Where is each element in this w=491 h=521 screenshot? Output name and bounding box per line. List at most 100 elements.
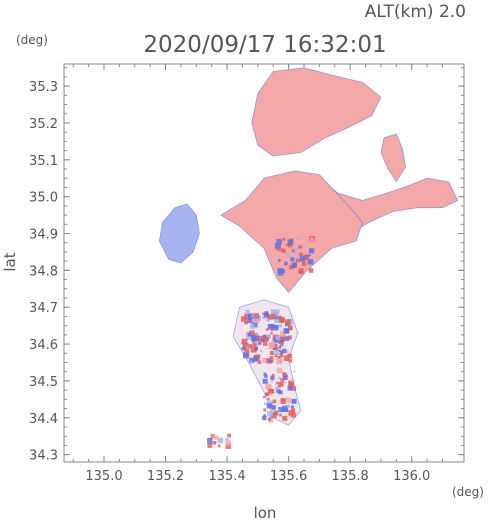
echo-speckle — [241, 346, 245, 351]
echo-speckle — [285, 374, 288, 377]
echo-speckle — [217, 437, 224, 444]
y-tick-label: 34.4 — [29, 412, 58, 427]
echo-speckle — [288, 410, 294, 416]
echo-speckle — [283, 355, 290, 362]
echo-speckle — [242, 342, 249, 349]
echo-speckle — [291, 405, 294, 409]
echo-speckle — [274, 354, 278, 358]
echo-speckle — [288, 249, 292, 253]
echo-speckle — [251, 338, 256, 343]
y-tick-label: 34.6 — [29, 338, 58, 353]
echo-speckle — [286, 252, 291, 258]
echo-speckle — [286, 404, 291, 408]
y-axis-label: lat — [1, 252, 19, 271]
echo-speckle — [277, 409, 280, 412]
echo-speckle — [253, 354, 256, 357]
echo-speckle — [308, 268, 314, 273]
echo-speckle — [249, 360, 253, 364]
echo-speckle — [246, 336, 250, 340]
echo-speckle — [250, 335, 256, 341]
echo-speckle — [274, 316, 281, 323]
echo-speckle — [249, 357, 255, 363]
echo-speckle — [275, 326, 278, 329]
echo-speckle — [207, 443, 213, 448]
echo-speckle — [275, 309, 280, 314]
echo-speckle — [264, 336, 269, 342]
chart-title: 2020/09/17 16:32:01 — [143, 32, 386, 58]
echo-speckle — [278, 251, 283, 257]
echo-speckle — [279, 349, 282, 352]
echo-speckle — [250, 346, 257, 353]
echo-speckle — [258, 341, 262, 345]
echo-speckle — [277, 355, 281, 359]
echo-speckle — [282, 406, 288, 412]
echo-speckle — [267, 323, 274, 330]
echo-speckle — [252, 342, 257, 347]
x-tick-label: 136.0 — [393, 469, 430, 484]
echo-speckle — [296, 237, 300, 241]
echo-speckle — [267, 410, 273, 417]
y-tick-label: 35.2 — [29, 117, 58, 132]
echo-speckle — [275, 335, 281, 341]
echo-speckle — [268, 385, 272, 389]
echo-speckle — [271, 373, 275, 377]
y-tick-label: 35.3 — [29, 80, 58, 95]
echo-speckle — [276, 381, 279, 384]
echo-speckle — [254, 335, 260, 342]
y-tick-label: 34.3 — [29, 449, 58, 464]
echo-speckle — [284, 349, 289, 354]
echo-speckle — [254, 333, 259, 338]
echo-speckle — [263, 408, 267, 412]
echo-speckle — [273, 250, 280, 257]
echo-speckle — [290, 257, 295, 262]
echo-speckle — [266, 334, 271, 339]
echo-speckle — [296, 254, 302, 259]
y-tick-label: 35.1 — [29, 154, 58, 169]
echo-speckle — [291, 269, 296, 273]
echo-speckle — [279, 342, 284, 347]
echo-speckle — [268, 388, 273, 394]
echo-speckle — [287, 239, 294, 246]
echo-speckle — [248, 344, 253, 349]
echo-speckle — [254, 347, 258, 351]
echo-speckle — [298, 268, 304, 274]
echo-speckle — [296, 249, 302, 256]
y-tick-label: 34.9 — [29, 228, 58, 243]
echo-speckle — [252, 322, 258, 328]
echo-speckle — [285, 397, 292, 403]
echo-speckle — [276, 238, 282, 245]
echo-speckle — [270, 375, 275, 380]
echo-speckle — [275, 243, 281, 249]
altitude-label: ALT(km) 2.0 — [365, 2, 466, 22]
echo-speckle — [265, 392, 270, 396]
echo-speckle — [250, 324, 255, 329]
echo-speckle — [270, 332, 273, 335]
echo-speckle — [281, 248, 286, 254]
echo-speckle — [269, 393, 272, 396]
plot-frame — [63, 63, 465, 463]
echo-speckle — [266, 403, 272, 409]
echo-speckle — [244, 320, 248, 325]
echo-speckle — [302, 255, 308, 261]
echo-speckle — [278, 345, 282, 349]
echo-layer — [158, 67, 459, 449]
echo-speckle — [288, 359, 293, 363]
echo-speckle — [271, 405, 276, 410]
echo-speckle — [266, 318, 270, 322]
echo-speckle — [248, 313, 254, 320]
echo-speckle — [263, 372, 267, 376]
echo-speckle — [260, 350, 263, 353]
echo-speckle — [298, 244, 303, 249]
echo-speckle — [295, 258, 300, 263]
echo-speckle — [252, 314, 256, 318]
echo-speckle — [283, 328, 289, 334]
echo-speckle — [263, 312, 269, 318]
echo-speckle — [253, 313, 260, 319]
echo-speckle — [225, 440, 231, 446]
echo-speckle — [271, 340, 275, 344]
echo-speckle — [268, 359, 272, 363]
echo-speckle — [262, 378, 268, 384]
echo-speckle — [263, 414, 266, 417]
x-tick-label: 135.4 — [208, 469, 245, 484]
echo-speckle — [287, 385, 293, 391]
